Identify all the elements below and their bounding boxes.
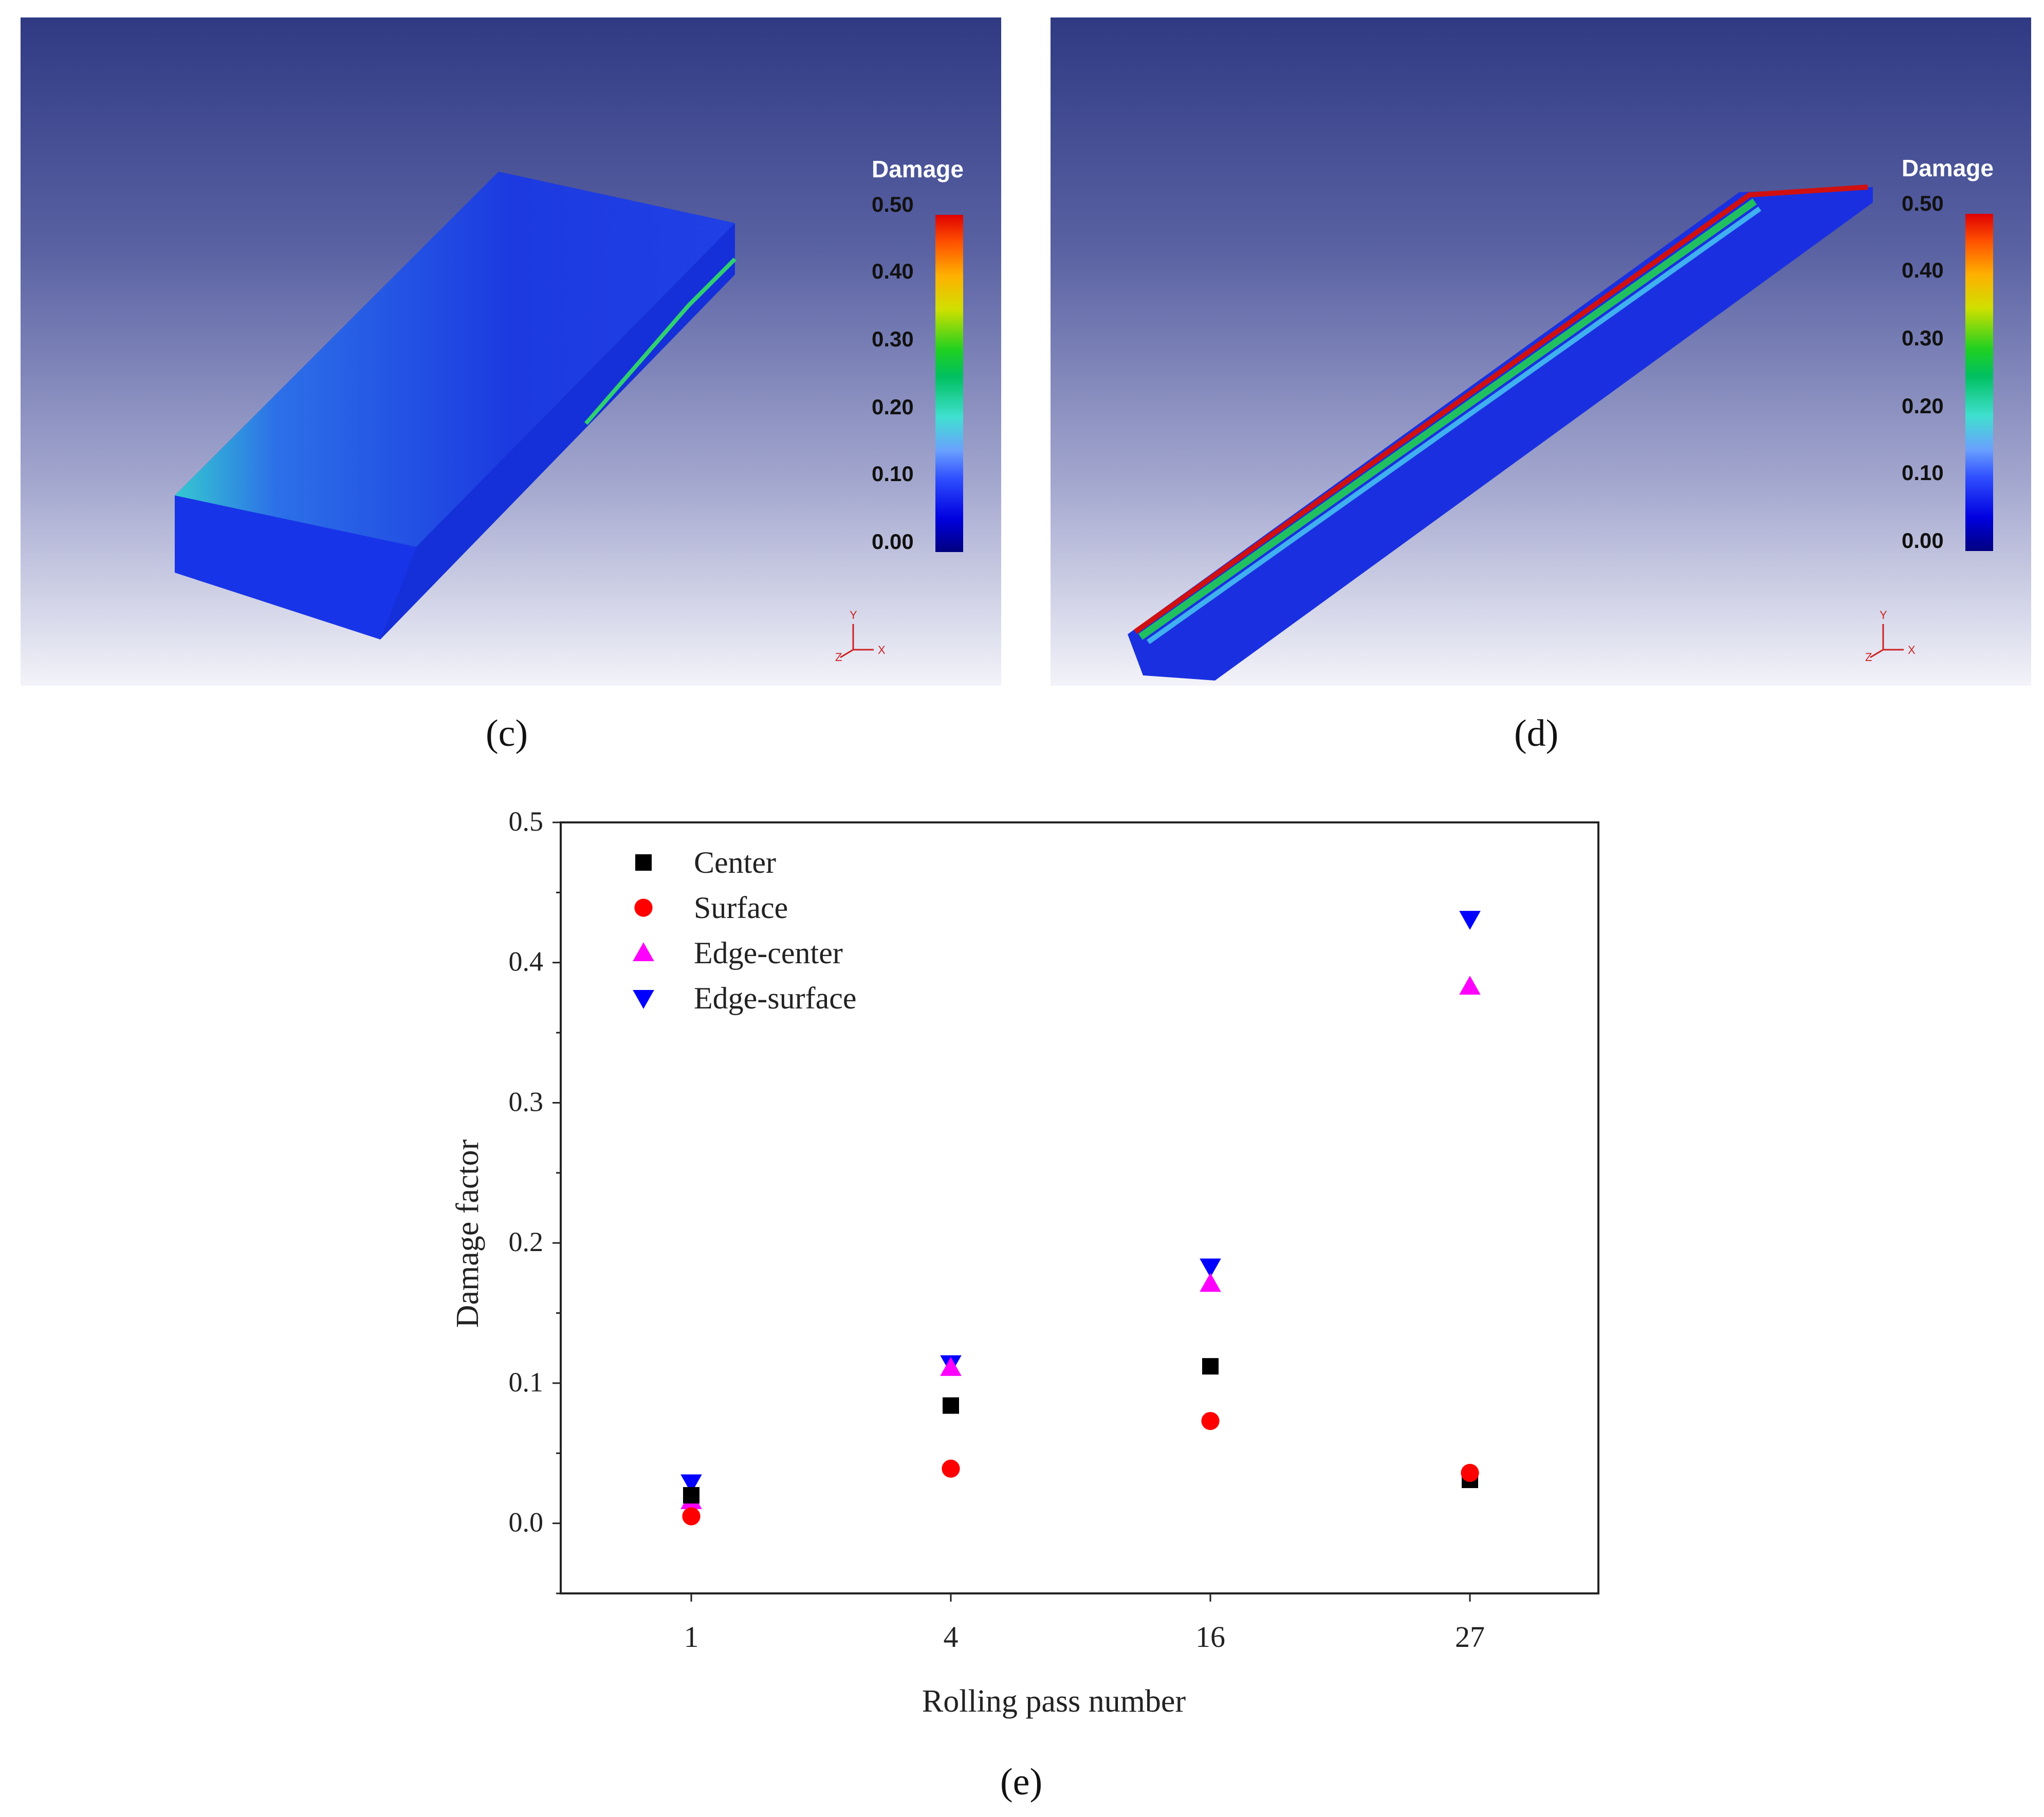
data-point-edge-surface [680, 1474, 702, 1494]
colorbar-tick: 0.20 [872, 395, 914, 419]
colorbar-title: Damage [1902, 155, 1994, 181]
axis-y-label: Y [1880, 609, 1887, 621]
y-tick-label: 0.4 [509, 946, 544, 977]
legend-label: Edge-surface [694, 981, 856, 1015]
data-point-center [683, 1487, 699, 1504]
y-axis-label: Damage factor [450, 1139, 485, 1328]
chart-svg: 0.0 0.1 0.2 0.3 0.4 0.5 1 4 16 27 Rolling pass num… [450, 806, 1599, 1719]
data-point-surface [1461, 1463, 1479, 1482]
plate-render-d [1128, 185, 1873, 681]
plot-frame [560, 821, 1599, 1594]
x-tick-label: 27 [1455, 1620, 1485, 1654]
y-tick-label: 0.0 [509, 1507, 544, 1538]
caption-e: (e) [1000, 1761, 1043, 1803]
colorbar-tick: 0.20 [1902, 394, 1944, 418]
colorbar [935, 215, 963, 552]
x-tick-label: 1 [684, 1620, 699, 1654]
data-point-surface [942, 1459, 960, 1478]
legend-marker-center [635, 854, 652, 871]
damage-contour-panel-d: Damage 0.50 0.40 0.30 0.20 0.10 0.00 Y X… [1051, 17, 2031, 686]
axis-z-label: Z [1865, 651, 1872, 664]
legend-marker-edge-center [633, 942, 654, 961]
data-point-edge-surface [1200, 1258, 1221, 1278]
axis-x-label: X [1908, 644, 1916, 656]
caption-c: (c) [486, 712, 528, 755]
colorbar-title: Damage [872, 156, 964, 182]
axis-x-label: X [878, 644, 886, 656]
colorbar-tick: 0.50 [1902, 191, 1944, 215]
colorbar-tick: 0.40 [1902, 258, 1944, 282]
colorbar-tick: 0.40 [872, 259, 914, 283]
damage-contour-panel-c: Damage 0.50 0.40 0.30 0.20 0.10 0.00 Y X… [21, 17, 1001, 686]
plate-render-c [175, 172, 736, 639]
caption-d: (d) [1514, 712, 1559, 755]
data-point-center [943, 1397, 959, 1414]
data-point-center [1202, 1358, 1219, 1375]
x-tick-label: 16 [1195, 1620, 1225, 1654]
colorbar-tick: 0.30 [872, 327, 914, 351]
legend-label: Center [694, 846, 776, 879]
data-point-edge-center [1200, 1273, 1221, 1292]
colorbar-tick: 0.30 [1902, 326, 1944, 350]
y-tick-label: 0.3 [509, 1086, 544, 1117]
colorbar-tick: 0.10 [872, 462, 914, 486]
data-point-surface [1201, 1411, 1220, 1430]
axis-triad-icon [840, 624, 874, 658]
legend-label: Surface [694, 891, 788, 925]
y-tick-label: 0.2 [509, 1226, 544, 1257]
axis-z-label: Z [835, 651, 842, 664]
colorbar-tick: 0.00 [872, 529, 914, 554]
colorbar-tick: 0.10 [1902, 461, 1944, 485]
data-point-edge-center [1459, 976, 1481, 995]
axis-triad-icon [1870, 624, 1904, 658]
legend-label: Edge-center [694, 936, 843, 970]
colorbar [1965, 214, 1993, 551]
colorbar-tick: 0.00 [1902, 528, 1944, 553]
x-tick-label: 4 [944, 1620, 959, 1654]
colorbar-tick: 0.50 [872, 192, 914, 216]
data-point-edge-surface [1459, 911, 1481, 930]
legend-marker-surface [634, 898, 653, 917]
data-point-edge-center [940, 1357, 962, 1376]
x-axis-label: Rolling pass number [922, 1684, 1186, 1719]
axis-y-label: Y [850, 609, 857, 621]
y-tick-label: 0.5 [509, 806, 544, 837]
data-point-surface [682, 1507, 701, 1526]
y-tick-label: 0.1 [509, 1367, 544, 1398]
damage-factor-chart: 0.0 0.1 0.2 0.3 0.4 0.5 1 4 16 27 Rolling pass num… [432, 771, 1645, 1737]
legend-marker-edge-surface [633, 990, 654, 1009]
